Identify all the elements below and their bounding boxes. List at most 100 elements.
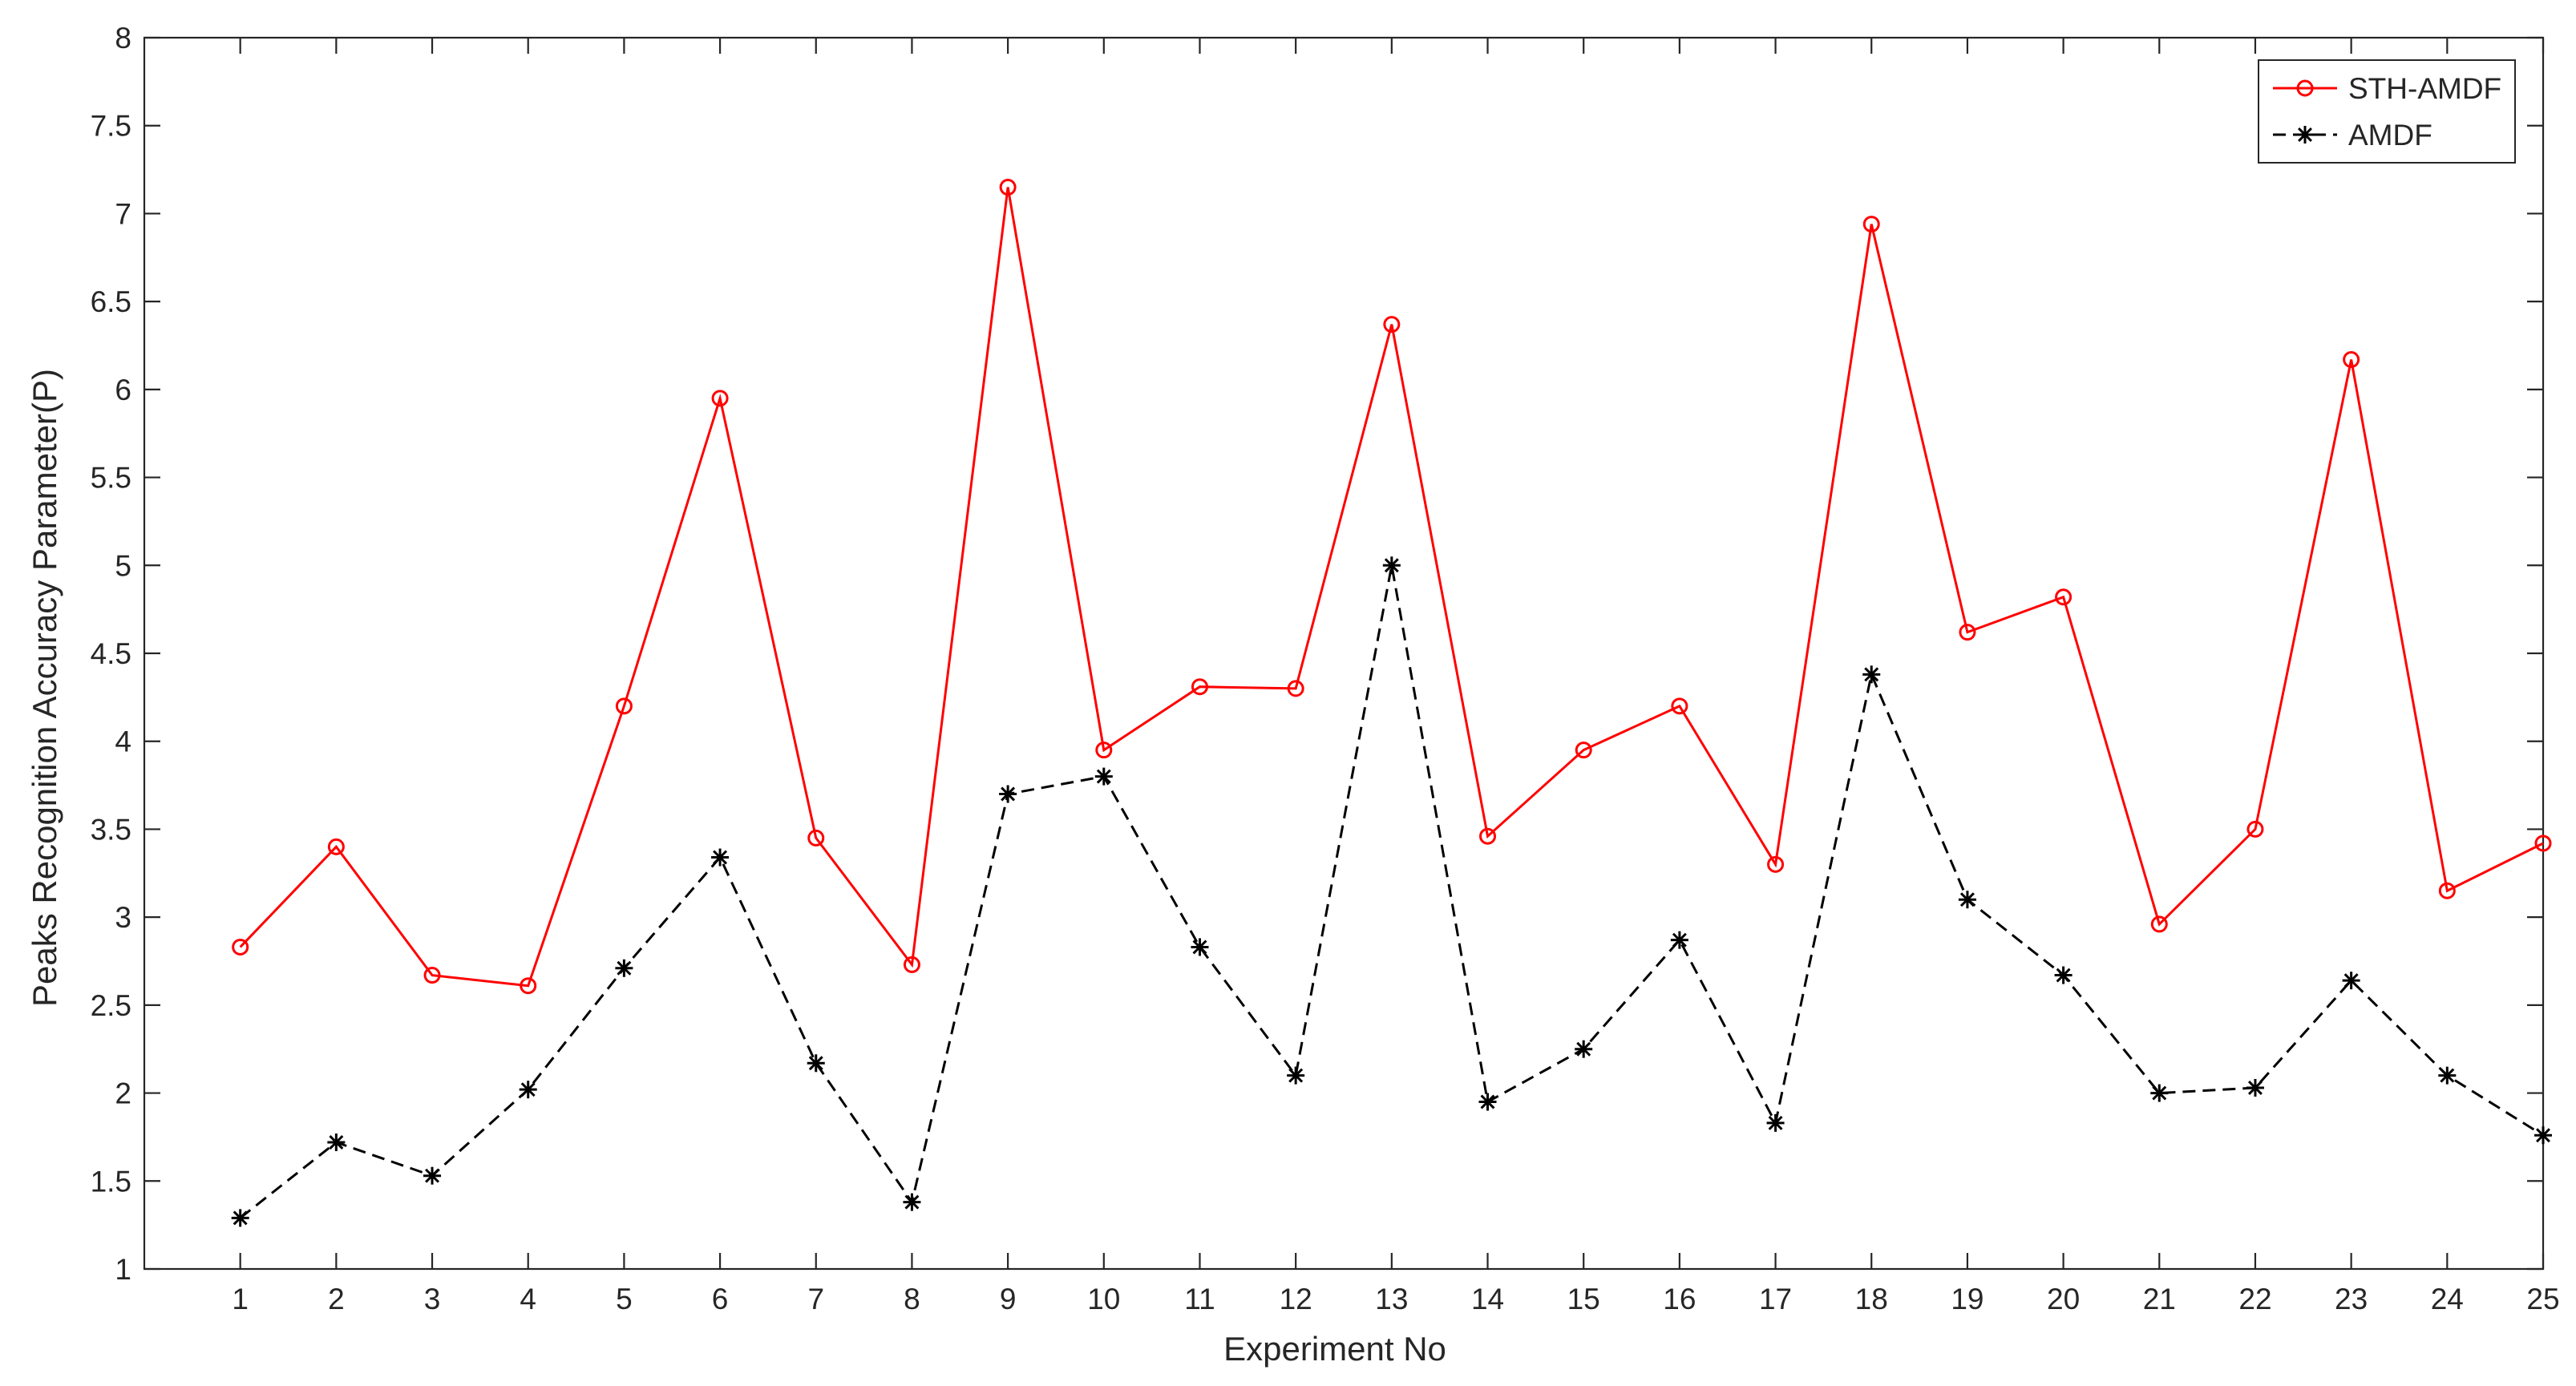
x-tick-label: 6 xyxy=(712,1283,729,1315)
data-point-circle xyxy=(1095,741,1113,759)
data-point-circle xyxy=(903,956,920,973)
data-point-asterisk xyxy=(2342,972,2360,990)
data-point-asterisk xyxy=(231,1209,249,1227)
data-point-asterisk xyxy=(1094,767,1113,786)
x-tick-label: 5 xyxy=(616,1283,633,1315)
data-point-circle xyxy=(999,179,1017,196)
data-point-circle xyxy=(232,938,249,956)
x-tick-label: 11 xyxy=(1184,1283,1215,1315)
y-tick-label: 1 xyxy=(115,1253,131,1286)
y-tick-label: 7.5 xyxy=(91,110,131,143)
data-point-asterisk xyxy=(2150,1084,2169,1102)
y-tick-label: 6 xyxy=(115,374,131,406)
x-tick-label: 14 xyxy=(1471,1283,1504,1315)
data-point-circle xyxy=(1767,855,1785,873)
x-tick-label: 25 xyxy=(2526,1283,2559,1315)
y-tick-label: 7 xyxy=(115,197,131,230)
x-tick-label: 7 xyxy=(807,1283,824,1315)
data-point-asterisk xyxy=(999,785,1017,803)
x-tick-label: 4 xyxy=(520,1283,536,1315)
data-point-circle xyxy=(423,967,441,984)
data-point-circle xyxy=(711,390,729,407)
series-line-sth-amdf xyxy=(239,187,2544,988)
data-point-asterisk xyxy=(327,1133,346,1152)
data-point-asterisk xyxy=(1766,1113,1785,1132)
data-point-circle xyxy=(2246,820,2264,838)
data-point-asterisk xyxy=(423,1166,442,1185)
data-point-circle xyxy=(2438,882,2456,899)
y-tick-label: 4 xyxy=(115,725,131,758)
x-tick-label: 18 xyxy=(1855,1283,1888,1315)
series-sth-amdf xyxy=(232,179,2552,995)
x-axis-label: Experiment No xyxy=(1223,1330,1446,1368)
data-point-asterisk xyxy=(1958,891,1976,909)
y-tick-label: 5.5 xyxy=(91,462,131,495)
y-axis-label: Peaks Recognition Accuracy Parameter(P) xyxy=(26,369,63,1007)
data-point-circle xyxy=(2055,588,2073,606)
data-point-asterisk xyxy=(1670,931,1688,949)
x-tick-label: 22 xyxy=(2238,1283,2271,1315)
y-tick-label: 1.5 xyxy=(91,1165,131,1198)
data-point-circle xyxy=(615,697,633,715)
legend: STH-AMDF AMDF xyxy=(2258,59,2516,164)
x-tick-label: 10 xyxy=(1087,1283,1120,1315)
data-point-circle xyxy=(2534,834,2552,852)
x-tick-label: 8 xyxy=(904,1283,920,1315)
data-point-circle xyxy=(1959,624,1976,641)
y-tick-label: 6.5 xyxy=(91,285,131,318)
data-point-asterisk xyxy=(2246,1078,2264,1097)
legend-box xyxy=(2258,59,2516,164)
x-tick-label: 2 xyxy=(328,1283,345,1315)
y-tick-label: 5 xyxy=(115,549,131,582)
data-point-asterisk xyxy=(519,1081,537,1099)
data-point-asterisk xyxy=(2054,966,2073,984)
data-point-circle xyxy=(1862,216,1880,233)
data-point-circle xyxy=(2150,915,2168,933)
data-point-circle xyxy=(1191,678,1208,696)
data-point-circle xyxy=(807,829,825,847)
data-point-circle xyxy=(520,977,537,995)
data-point-asterisk xyxy=(903,1193,921,1211)
y-tick-label: 2 xyxy=(115,1077,131,1110)
y-tick-label: 4.5 xyxy=(91,637,131,670)
data-point-asterisk xyxy=(2296,126,2314,143)
y-tick-label: 3.5 xyxy=(91,813,131,846)
x-tick-label: 13 xyxy=(1375,1283,1408,1315)
data-point-asterisk xyxy=(1478,1093,1497,1111)
x-tick-label: 16 xyxy=(1663,1283,1696,1315)
data-point-asterisk xyxy=(615,959,633,977)
x-tick-label: 21 xyxy=(2143,1283,2176,1315)
data-point-circle xyxy=(327,838,345,855)
data-point-circle xyxy=(1575,741,1592,759)
x-tick-label: 24 xyxy=(2431,1283,2464,1315)
legend-label: STH-AMDF xyxy=(2348,72,2501,105)
legend-entry: STH-AMDF xyxy=(2273,72,2501,105)
data-point-asterisk xyxy=(1862,665,1881,684)
data-point-asterisk xyxy=(2438,1066,2457,1085)
data-point-asterisk xyxy=(1575,1040,1593,1058)
y-tick-label: 3 xyxy=(115,901,131,934)
data-point-circle xyxy=(1671,697,1688,715)
data-point-asterisk xyxy=(1382,556,1401,575)
x-tick-label: 23 xyxy=(2335,1283,2368,1315)
data-point-circle xyxy=(1479,827,1497,845)
x-tick-label: 19 xyxy=(1951,1283,1984,1315)
x-tick-label: 1 xyxy=(232,1283,249,1315)
x-tick-label: 15 xyxy=(1567,1283,1600,1315)
series-amdf xyxy=(231,556,2552,1227)
y-tick-label: 8 xyxy=(115,22,131,55)
x-tick-label: 12 xyxy=(1280,1283,1312,1315)
data-point-circle xyxy=(1287,680,1304,697)
y-tick-label: 2.5 xyxy=(91,989,131,1022)
data-point-circle xyxy=(1383,316,1401,333)
data-point-circle xyxy=(2343,351,2360,369)
data-point-asterisk xyxy=(711,848,730,867)
data-point-asterisk xyxy=(807,1054,825,1073)
x-tick-label: 17 xyxy=(1759,1283,1792,1315)
data-point-circle xyxy=(2296,79,2314,97)
legend-entry: AMDF xyxy=(2273,119,2432,152)
data-point-asterisk xyxy=(2534,1126,2552,1145)
x-tick-label: 20 xyxy=(2047,1283,2080,1315)
